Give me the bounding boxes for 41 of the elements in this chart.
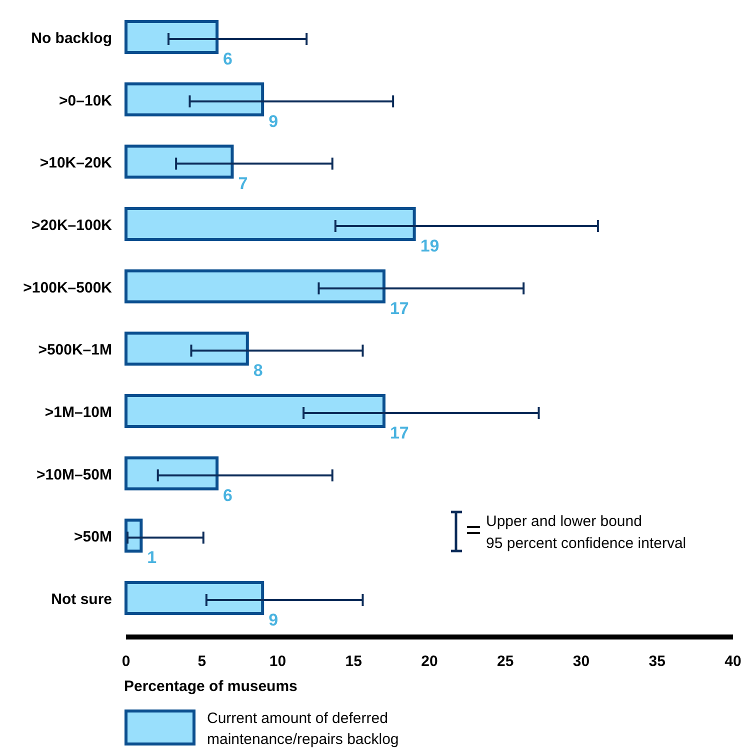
y-tick-label: >100K–500K bbox=[23, 279, 112, 296]
y-tick-label: >10M–50M bbox=[36, 466, 112, 484]
data-label: 9 bbox=[268, 112, 278, 131]
bar bbox=[124, 144, 234, 179]
bar bbox=[124, 269, 386, 304]
x-tick-label: 35 bbox=[648, 653, 666, 670]
y-tick-label: >20K–100K bbox=[32, 217, 112, 234]
data-label: 17 bbox=[390, 424, 409, 442]
y-tick-label: >10K–20K bbox=[40, 154, 112, 172]
data-label: 7 bbox=[238, 174, 248, 194]
x-tick-label: 5 bbox=[198, 653, 206, 670]
data-label: 19 bbox=[420, 236, 440, 256]
bar bbox=[124, 332, 249, 366]
bar bbox=[124, 394, 386, 428]
x-tick-label: 10 bbox=[269, 653, 286, 670]
y-tick-label: Not sure bbox=[51, 591, 112, 608]
data-label: 9 bbox=[268, 610, 278, 630]
x-tick-label: 25 bbox=[497, 653, 514, 670]
y-tick-label: >0–10K bbox=[59, 92, 112, 110]
data-label: 6 bbox=[223, 50, 233, 68]
y-tick-label: >1M–10M bbox=[44, 404, 112, 421]
data-label: 8 bbox=[253, 361, 263, 380]
x-axis-title: Percentage of museums bbox=[124, 678, 298, 695]
bar bbox=[124, 581, 264, 615]
x-tick-label: 15 bbox=[345, 653, 362, 670]
y-tick-label: >500K–1M bbox=[38, 342, 112, 359]
annotation: Upper and lower bound 95 percent confidence interval bbox=[486, 513, 686, 552]
bar bbox=[124, 456, 219, 490]
bar bbox=[124, 207, 416, 241]
data-label: 6 bbox=[223, 486, 233, 505]
y-tick-label: No backlog bbox=[31, 30, 112, 47]
data-label: 1 bbox=[147, 548, 157, 568]
y-tick-label: >50M bbox=[74, 528, 112, 546]
x-tick-label: 30 bbox=[572, 653, 590, 670]
x-tick-label: 40 bbox=[724, 653, 742, 670]
legend-label: Current amount of deferred maintenance/repairs backlog bbox=[207, 710, 399, 748]
data-label: 17 bbox=[390, 298, 409, 318]
x-tick-label: 20 bbox=[421, 653, 438, 670]
bar bbox=[124, 20, 219, 54]
x-tick-label: 0 bbox=[122, 653, 130, 670]
bar bbox=[124, 82, 264, 116]
